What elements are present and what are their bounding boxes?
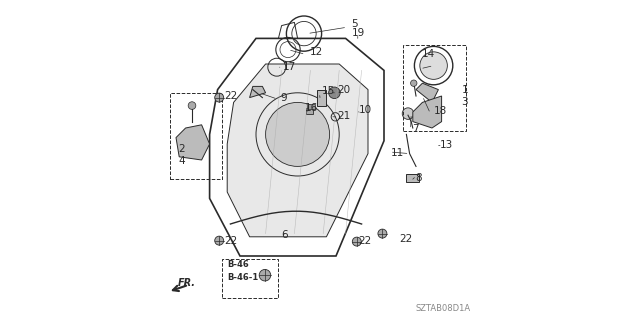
Polygon shape xyxy=(250,86,266,98)
Text: 1: 1 xyxy=(461,84,468,95)
Bar xyxy=(223,259,278,298)
Circle shape xyxy=(329,87,340,99)
Text: 22: 22 xyxy=(224,91,237,101)
Circle shape xyxy=(266,102,330,166)
Text: 8: 8 xyxy=(415,173,422,183)
Polygon shape xyxy=(176,125,210,160)
Text: B-46: B-46 xyxy=(227,260,249,269)
Text: 4: 4 xyxy=(179,156,185,166)
Text: SZTAB08D1A: SZTAB08D1A xyxy=(415,304,470,313)
Polygon shape xyxy=(227,64,368,237)
Text: 14: 14 xyxy=(422,49,435,60)
Text: 12: 12 xyxy=(310,47,323,57)
Text: 17: 17 xyxy=(283,62,296,72)
Bar xyxy=(406,174,419,182)
Text: 22: 22 xyxy=(358,236,372,246)
Text: 16: 16 xyxy=(305,102,318,113)
Text: 10: 10 xyxy=(359,105,372,116)
Text: 3: 3 xyxy=(461,97,468,107)
Circle shape xyxy=(411,80,417,86)
Text: 5: 5 xyxy=(351,19,358,29)
Text: FR.: FR. xyxy=(178,278,196,288)
Text: 13: 13 xyxy=(440,140,453,150)
Bar xyxy=(306,108,313,114)
Circle shape xyxy=(403,108,414,119)
Bar xyxy=(307,104,316,109)
Text: 20: 20 xyxy=(338,85,351,95)
Text: 18: 18 xyxy=(434,106,447,116)
Circle shape xyxy=(420,52,447,79)
Bar xyxy=(403,45,466,131)
Text: 9: 9 xyxy=(280,92,287,103)
Polygon shape xyxy=(416,83,438,102)
Circle shape xyxy=(378,229,387,238)
Text: 15: 15 xyxy=(322,86,335,96)
Circle shape xyxy=(215,236,224,245)
Circle shape xyxy=(215,93,224,102)
Text: 2: 2 xyxy=(179,144,185,154)
Text: 7: 7 xyxy=(412,124,419,134)
Text: 6: 6 xyxy=(281,229,287,240)
Text: 21: 21 xyxy=(338,111,351,121)
Bar xyxy=(170,93,223,179)
Circle shape xyxy=(352,237,362,246)
Circle shape xyxy=(259,269,271,281)
Polygon shape xyxy=(413,96,442,128)
Bar xyxy=(317,90,326,106)
Text: 11: 11 xyxy=(390,148,404,158)
Text: 19: 19 xyxy=(351,28,365,38)
Text: 22: 22 xyxy=(224,236,237,246)
Text: B-46-1: B-46-1 xyxy=(227,273,259,282)
Text: 22: 22 xyxy=(399,234,413,244)
Circle shape xyxy=(188,102,196,109)
